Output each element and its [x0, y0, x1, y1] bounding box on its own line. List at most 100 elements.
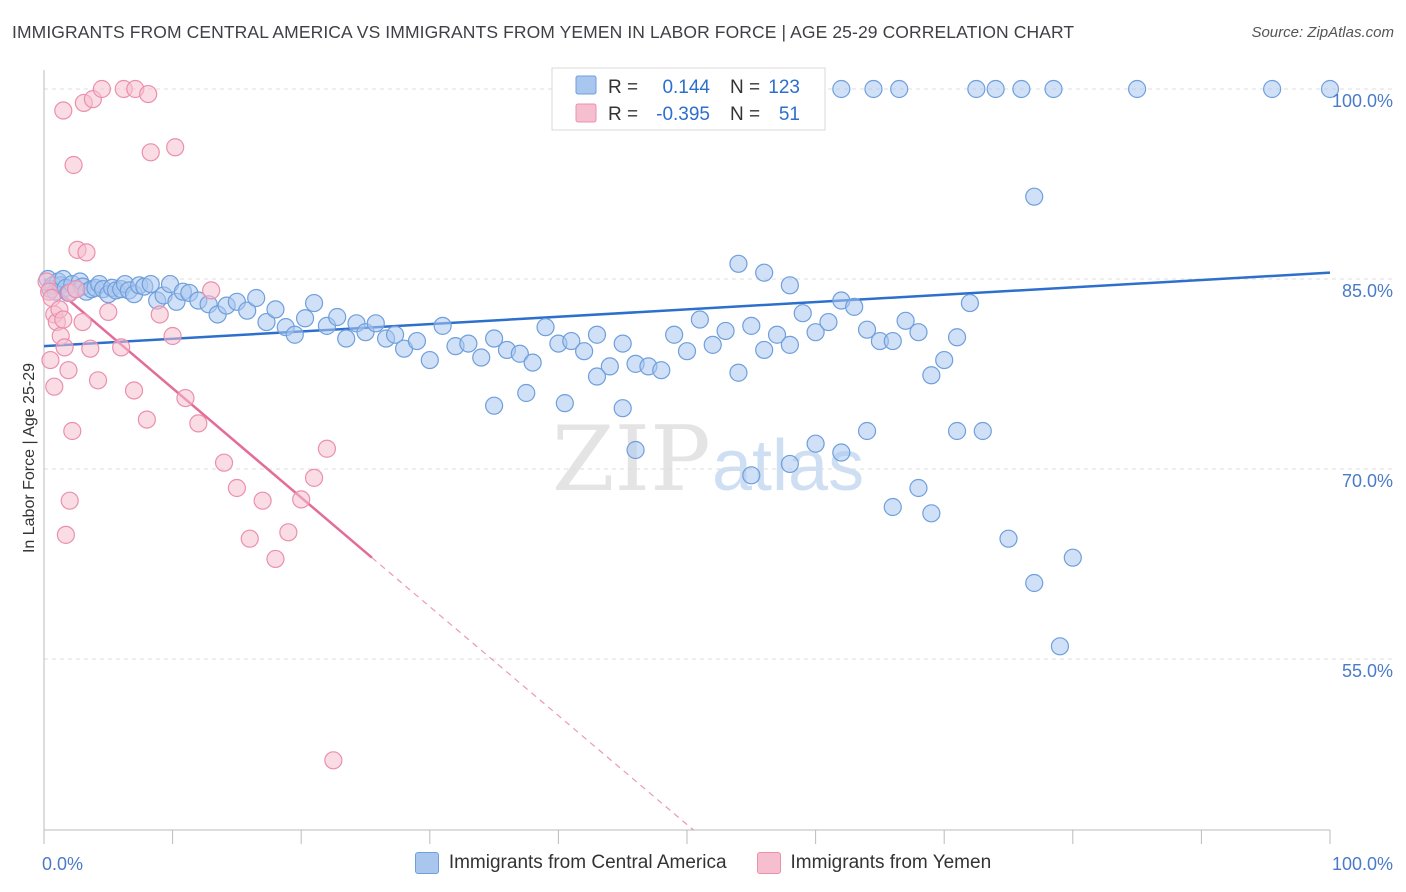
- point-central-america: [385, 325, 405, 344]
- y-tick-label: 85.0%: [1342, 281, 1393, 301]
- point-central-america: [1050, 637, 1070, 656]
- point-yemen: [166, 138, 185, 157]
- point-central-america: [366, 314, 385, 333]
- point-yemen: [240, 529, 259, 548]
- trend-line-central-america: [43, 271, 1331, 348]
- point-central-america: [755, 263, 774, 282]
- point-yemen: [124, 381, 144, 400]
- point-central-america: [485, 329, 504, 348]
- point-central-america: [257, 312, 276, 332]
- point-central-america: [909, 478, 928, 498]
- point-yemen: [304, 468, 324, 487]
- point-central-america: [973, 421, 992, 441]
- legend-item-yemen: Immigrants from Yemen: [756, 852, 991, 874]
- point-central-america: [909, 323, 928, 342]
- point-yemen: [64, 155, 83, 175]
- point-central-america: [767, 325, 787, 344]
- point-central-america: [922, 366, 941, 385]
- point-central-america: [1012, 79, 1031, 99]
- point-central-america: [652, 361, 671, 380]
- point-central-america: [883, 497, 902, 517]
- point-central-america: [677, 342, 697, 361]
- legend-item-central-america: Immigrants from Central America: [414, 852, 727, 874]
- point-central-america: [266, 300, 285, 319]
- chart-title: IMMIGRANTS FROM CENTRAL AMERICA VS IMMIG…: [12, 22, 1075, 42]
- point-central-america: [960, 293, 980, 313]
- series-legend: Immigrants from Central America Immigran…: [0, 852, 1406, 874]
- point-yemen: [163, 326, 182, 346]
- point-central-america: [247, 288, 266, 308]
- point-yemen: [54, 101, 73, 120]
- legend-swatch-central-america: [414, 852, 439, 874]
- point-central-america: [575, 342, 594, 361]
- point-central-america: [780, 335, 799, 354]
- x-tick-right: 100.0%: [1332, 854, 1393, 874]
- x-tick-left: 0.0%: [42, 854, 83, 874]
- point-central-america: [562, 331, 581, 351]
- point-yemen: [41, 350, 60, 370]
- point-yemen: [73, 312, 92, 332]
- point-central-america: [845, 297, 864, 316]
- point-yemen: [77, 243, 96, 262]
- point-central-america: [517, 383, 536, 403]
- point-central-america: [472, 348, 491, 367]
- watermark-zip: ZIP: [552, 407, 711, 512]
- point-yemen: [317, 439, 337, 458]
- point-central-america: [703, 335, 722, 354]
- legend-r-value-1: 0.144: [662, 77, 710, 98]
- point-central-america: [1025, 187, 1044, 206]
- point-central-america: [857, 320, 877, 339]
- point-yemen: [266, 549, 285, 569]
- legend-label-central-america: Immigrants from Central America: [448, 852, 727, 873]
- point-central-america: [626, 440, 645, 460]
- point-central-america: [986, 79, 1005, 99]
- point-yemen: [279, 523, 298, 542]
- point-central-america: [864, 79, 883, 99]
- point-yemen: [253, 491, 272, 510]
- point-yemen: [227, 478, 246, 498]
- point-central-america: [613, 399, 632, 418]
- point-central-america: [665, 325, 684, 344]
- legend-swatch-yemen: [756, 852, 781, 874]
- point-central-america: [806, 434, 825, 453]
- point-yemen: [324, 751, 343, 770]
- point-yemen: [88, 371, 108, 390]
- point-yemen: [141, 143, 160, 162]
- point-yemen: [112, 338, 131, 357]
- point-yemen: [45, 377, 64, 396]
- point-yemen: [54, 310, 73, 329]
- legend-n-value-1: 123: [768, 77, 800, 98]
- point-central-america: [947, 421, 967, 441]
- point-central-america: [587, 367, 607, 386]
- axes: [43, 70, 1331, 844]
- point-central-america: [890, 79, 909, 99]
- point-yemen: [150, 305, 169, 324]
- point-central-america: [716, 321, 735, 341]
- point-central-america: [742, 466, 761, 485]
- point-central-america: [587, 325, 607, 344]
- point-yemen: [63, 421, 82, 441]
- gridlines: [44, 88, 1392, 660]
- point-central-america: [999, 529, 1018, 548]
- point-yemen: [202, 281, 221, 300]
- point-central-america: [1025, 573, 1044, 593]
- point-central-america: [1063, 548, 1082, 567]
- point-central-america: [1320, 79, 1340, 99]
- point-central-america: [857, 421, 877, 441]
- point-yemen: [176, 388, 195, 408]
- point-yemen: [214, 453, 234, 472]
- point-central-america: [1127, 79, 1147, 99]
- legend-swatch-blue: [575, 75, 597, 95]
- point-central-america: [883, 331, 902, 351]
- point-central-america: [780, 454, 799, 474]
- point-central-america: [337, 329, 356, 348]
- point-yemen: [292, 490, 311, 509]
- point-central-america: [742, 316, 761, 335]
- point-central-america: [729, 254, 748, 273]
- point-yemen: [55, 338, 74, 357]
- point-central-america: [967, 79, 986, 99]
- point-central-america: [523, 353, 542, 372]
- point-central-america: [819, 312, 838, 332]
- point-central-america: [896, 311, 915, 330]
- point-yemen: [137, 410, 156, 429]
